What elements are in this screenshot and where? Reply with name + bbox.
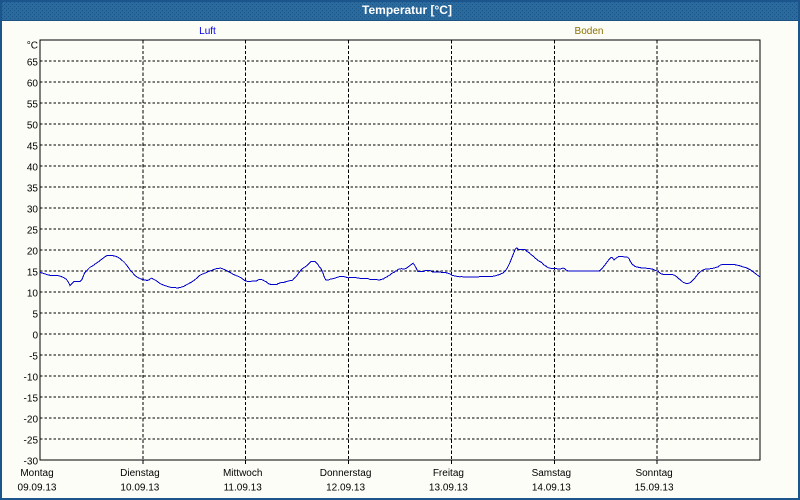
svg-text:Donnerstag: Donnerstag bbox=[320, 468, 372, 479]
svg-text:Boden: Boden bbox=[575, 26, 604, 37]
svg-text:65: 65 bbox=[27, 58, 39, 69]
svg-text:13.09.13: 13.09.13 bbox=[429, 483, 468, 494]
svg-text:-5: -5 bbox=[29, 352, 38, 363]
svg-text:Samstag: Samstag bbox=[532, 468, 571, 479]
svg-text:-10: -10 bbox=[24, 373, 39, 384]
svg-text:30: 30 bbox=[27, 205, 39, 216]
svg-text:-20: -20 bbox=[24, 415, 39, 426]
svg-text:10: 10 bbox=[27, 289, 39, 300]
svg-text:5: 5 bbox=[32, 310, 38, 321]
svg-text:20: 20 bbox=[27, 247, 39, 258]
svg-text:15.09.13: 15.09.13 bbox=[635, 483, 674, 494]
svg-text:°C: °C bbox=[27, 41, 38, 52]
svg-text:Dienstag: Dienstag bbox=[120, 468, 159, 479]
svg-text:45: 45 bbox=[27, 142, 39, 153]
svg-text:-25: -25 bbox=[24, 436, 39, 447]
svg-text:-15: -15 bbox=[24, 394, 39, 405]
svg-text:60: 60 bbox=[27, 79, 39, 90]
svg-text:25: 25 bbox=[27, 226, 39, 237]
svg-text:-30: -30 bbox=[24, 457, 39, 468]
svg-text:Freitag: Freitag bbox=[433, 468, 464, 479]
svg-text:50: 50 bbox=[27, 121, 39, 132]
svg-text:55: 55 bbox=[27, 100, 39, 111]
svg-text:Mittwoch: Mittwoch bbox=[223, 468, 262, 479]
svg-text:40: 40 bbox=[27, 163, 39, 174]
svg-text:15: 15 bbox=[27, 268, 39, 279]
svg-text:09.09.13: 09.09.13 bbox=[18, 483, 57, 494]
svg-text:10.09.13: 10.09.13 bbox=[120, 483, 159, 494]
svg-text:12.09.13: 12.09.13 bbox=[326, 483, 365, 494]
svg-text:0: 0 bbox=[32, 331, 38, 342]
svg-text:Montag: Montag bbox=[20, 468, 53, 479]
svg-text:Luft: Luft bbox=[199, 26, 216, 37]
svg-text:35: 35 bbox=[27, 184, 39, 195]
svg-text:14.09.13: 14.09.13 bbox=[532, 483, 571, 494]
svg-text:11.09.13: 11.09.13 bbox=[224, 483, 263, 494]
svg-text:Sonntag: Sonntag bbox=[635, 468, 672, 479]
